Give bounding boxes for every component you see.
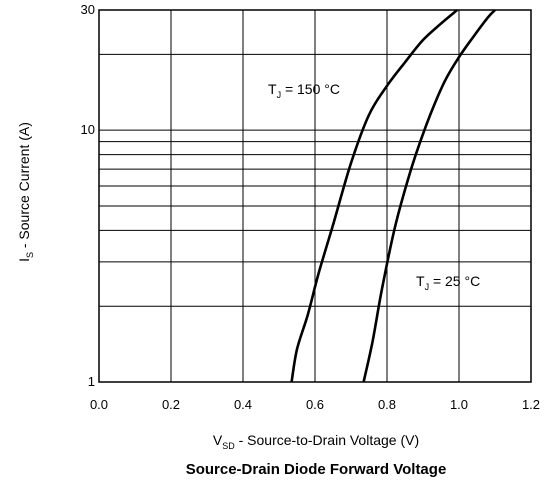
annotation-subscript: J — [425, 282, 430, 292]
annotation-value: = 150 °C — [281, 81, 340, 97]
series-annotation-tj-25: TJ = 25 °C — [416, 273, 480, 292]
annotation-symbol: T — [416, 273, 425, 289]
plot-frame — [98, 9, 532, 383]
annotation-subscript: J — [277, 90, 282, 100]
annotation-value: = 25 °C — [429, 273, 480, 289]
y-tick-label: 1 — [88, 374, 95, 389]
annotation-symbol: T — [268, 81, 277, 97]
grid — [99, 10, 531, 382]
x-tick-label: 0.2 — [162, 397, 180, 412]
series-line-0 — [290, 9, 459, 383]
series-annotation-tj-150: TJ = 150 °C — [268, 81, 340, 100]
x-axis-symbol: V — [213, 432, 223, 448]
y-tick-label: 10 — [81, 122, 95, 137]
x-axis-subscript: SD — [222, 441, 235, 451]
chart-title: Source-Drain Diode Forward Voltage — [186, 461, 447, 478]
y-axis-subscript: S — [25, 252, 35, 258]
y-tick-labels: 1 10 30 — [81, 2, 95, 389]
x-tick-labels: 0.0 0.2 0.4 0.6 0.8 1.0 1.2 — [90, 397, 540, 412]
x-tick-label: 0.4 — [234, 397, 252, 412]
x-tick-label: 0.0 — [90, 397, 108, 412]
y-axis-title: IS - Source Current (A) — [16, 122, 35, 262]
y-axis-text: - Source Current (A) — [16, 122, 32, 252]
x-tick-label: 0.6 — [306, 397, 324, 412]
curves — [290, 9, 496, 383]
series-line-1 — [362, 9, 496, 383]
x-tick-label: 1.2 — [522, 397, 540, 412]
y-tick-label: 30 — [81, 2, 95, 17]
x-tick-label: 1.0 — [450, 397, 468, 412]
x-tick-label: 0.8 — [378, 397, 396, 412]
x-axis-title: VSD - Source-to-Drain Voltage (V) — [213, 432, 419, 451]
x-axis-text: - Source-to-Drain Voltage (V) — [235, 432, 419, 448]
y-axis-symbol: I — [16, 258, 32, 262]
